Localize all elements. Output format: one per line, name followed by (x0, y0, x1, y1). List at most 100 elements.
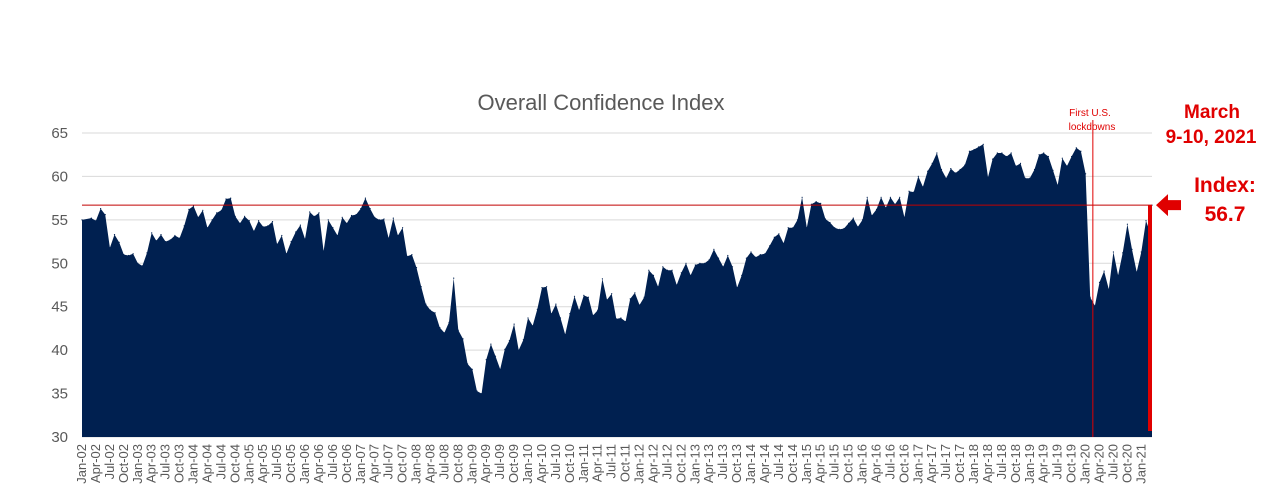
data-point (792, 227, 794, 229)
x-tick-label: Apr-10 (534, 444, 549, 483)
data-point (1089, 296, 1091, 298)
data-point (648, 269, 650, 271)
y-tick-label: 50 (51, 255, 68, 272)
x-tick-label: Apr-08 (423, 444, 438, 483)
data-point (420, 286, 422, 288)
x-tick-label: Jan-08 (409, 444, 424, 484)
data-point (415, 267, 418, 269)
x-tick-label: Jan-05 (241, 444, 256, 484)
x-tick-label: Jan-20 (1078, 444, 1093, 484)
data-point (327, 219, 329, 221)
data-point (518, 349, 520, 351)
x-tick-label: Jul-08 (436, 444, 451, 479)
x-tick-label: Jul-20 (1105, 444, 1120, 479)
data-point (341, 216, 343, 218)
x-tick-label: Apr-20 (1092, 444, 1107, 483)
data-point (476, 390, 478, 392)
data-point (462, 338, 464, 340)
data-point (508, 340, 510, 342)
data-point (922, 186, 924, 188)
x-tick-label: Apr-18 (980, 444, 995, 483)
data-point (666, 269, 669, 271)
data-point (615, 318, 617, 320)
data-point (402, 227, 404, 229)
data-point (1145, 220, 1147, 222)
left-arrow-icon (1156, 194, 1181, 217)
data-point (759, 254, 761, 256)
data-point (606, 299, 608, 301)
index-callout-value: 56.7 (1205, 203, 1246, 226)
data-point (820, 202, 822, 204)
x-tick-label: Jan-15 (799, 444, 814, 484)
data-point (137, 262, 139, 264)
data-point (411, 254, 413, 256)
y-tick-label: 65 (51, 125, 68, 142)
data-point (1085, 173, 1087, 175)
x-tick-label: Apr-06 (311, 444, 326, 483)
data-point (104, 214, 106, 216)
series-area-path (82, 144, 1152, 438)
data-point (1103, 270, 1105, 272)
x-tick-label: Jul-17 (938, 444, 953, 479)
data-point (100, 208, 102, 210)
x-tick-label: Oct-15 (841, 444, 856, 483)
data-point (676, 284, 678, 286)
x-tick-label: Apr-07 (367, 444, 382, 483)
data-point (281, 234, 283, 237)
x-tick-label: Oct-17 (952, 444, 967, 483)
data-point (239, 222, 241, 224)
x-tick-label: Jul-10 (548, 444, 563, 479)
data-point (569, 313, 571, 315)
data-point (945, 177, 947, 179)
data-point (230, 197, 232, 199)
data-point (406, 255, 408, 257)
data-point (899, 196, 901, 198)
data-point (504, 348, 506, 350)
data-point (309, 211, 311, 213)
x-tick-label: Jan-14 (743, 444, 758, 484)
data-point (1043, 152, 1045, 154)
data-point (611, 293, 613, 295)
data-point (290, 241, 292, 243)
x-tick-label: Oct-19 (1064, 444, 1079, 483)
data-point (499, 368, 501, 370)
x-tick-label: Oct-18 (1008, 444, 1023, 483)
x-tick-label: Oct-13 (729, 444, 744, 483)
x-tick-label: Apr-14 (757, 444, 772, 483)
data-point (244, 215, 246, 217)
x-tick-label: Oct-03 (172, 444, 187, 483)
x-tick-label: Jul-18 (994, 444, 1009, 479)
data-point (778, 233, 780, 235)
data-point (773, 236, 775, 238)
data-point (1006, 155, 1008, 158)
data-point (787, 227, 789, 229)
x-tick-label: Oct-07 (395, 444, 410, 483)
data-point (694, 264, 696, 266)
x-tick-label: Jan-19 (1022, 444, 1037, 484)
x-tick-label: Apr-02 (88, 444, 103, 483)
x-tick-label: Oct-05 (283, 444, 298, 483)
data-point (378, 219, 380, 221)
data-point (355, 214, 357, 216)
data-point (522, 339, 525, 341)
data-point (838, 228, 840, 230)
data-point (262, 226, 264, 228)
data-point (183, 225, 185, 227)
data-point (1057, 184, 1059, 186)
current-value-bar (1148, 205, 1152, 431)
data-point (276, 243, 278, 245)
data-point (964, 164, 966, 166)
data-point (383, 218, 385, 220)
data-point (179, 237, 181, 239)
data-point (940, 168, 943, 171)
data-point (894, 203, 896, 205)
data-point (1052, 169, 1054, 171)
index-callout-line1: Index: (1194, 174, 1256, 197)
data-point (736, 287, 738, 289)
data-point (685, 262, 687, 264)
data-point (638, 304, 641, 306)
data-point (1117, 274, 1119, 276)
data-point (81, 219, 83, 221)
data-point (350, 214, 353, 217)
data-point (857, 226, 859, 228)
